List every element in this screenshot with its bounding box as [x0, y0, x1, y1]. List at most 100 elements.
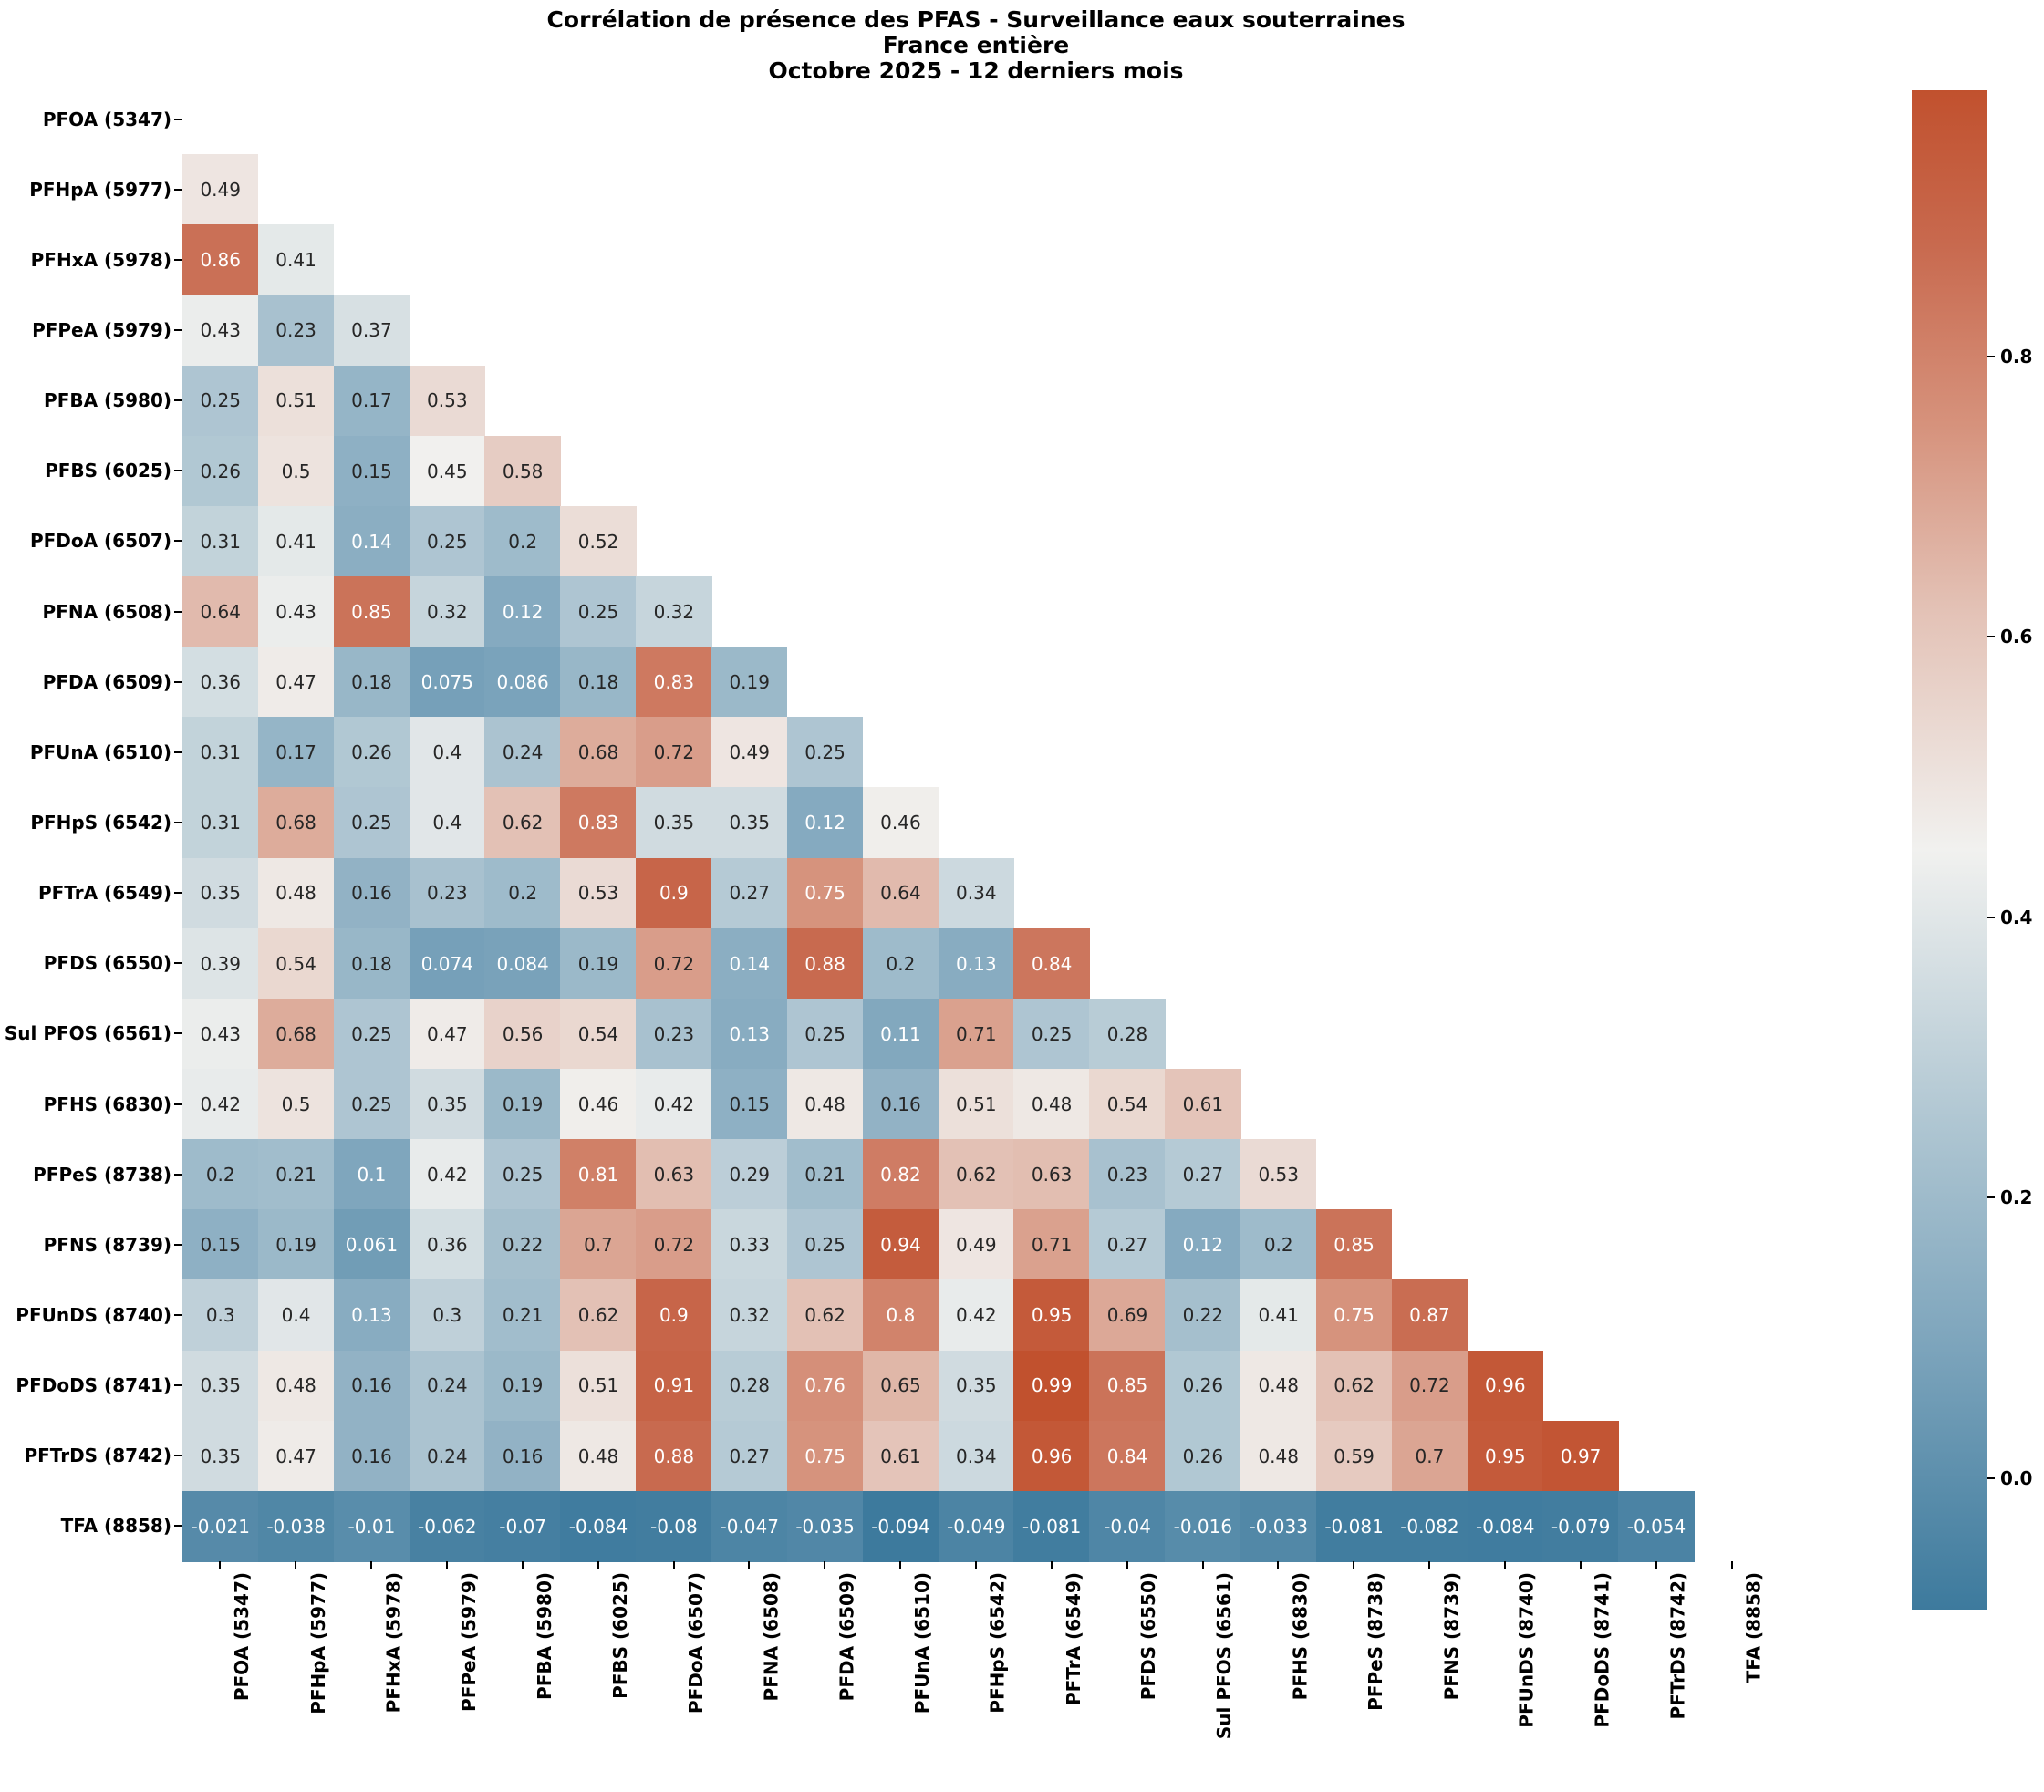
heatmap-cell: 0.25	[1013, 998, 1090, 1070]
heatmap-cell: -0.082	[1391, 1490, 1468, 1562]
heatmap-cell: 0.72	[636, 717, 712, 789]
heatmap-cell: 0.27	[1089, 1209, 1166, 1281]
heatmap-cell: 0.25	[786, 717, 864, 789]
heatmap-cell: 0.14	[333, 505, 410, 577]
title-line-3: Octobre 2025 - 12 derniers mois	[768, 57, 1184, 84]
heatmap-cell: 0.15	[333, 435, 410, 507]
heatmap-cell: 0.25	[560, 576, 637, 647]
x-tick	[597, 1561, 599, 1569]
heatmap-cell: 0.24	[484, 717, 561, 789]
y-tick	[174, 751, 182, 753]
heatmap-cell: 0.69	[1089, 1279, 1166, 1352]
heatmap-cell: 0.84	[1089, 1420, 1166, 1492]
title-line-1: Corrélation de présence des PFAS - Surve…	[546, 6, 1406, 33]
x-tick-label: PFBS (6025)	[608, 1572, 631, 1699]
heatmap-cell: 0.36	[182, 647, 259, 718]
heatmap-cell: 0.87	[1391, 1279, 1468, 1352]
heatmap-cell: 0.7	[1391, 1420, 1468, 1492]
heatmap-cell: 0.35	[182, 1350, 259, 1422]
heatmap-cell: -0.081	[1013, 1490, 1090, 1562]
y-tick-label: PFNA (6508)	[42, 600, 171, 623]
heatmap-cell: 0.33	[711, 1209, 788, 1281]
heatmap-cell: 0.85	[333, 576, 410, 647]
heatmap-cell: 0.84	[1013, 927, 1090, 1000]
heatmap-cell: 0.75	[786, 857, 864, 929]
heatmap-cell: 0.3	[182, 1279, 259, 1352]
heatmap-cell: 0.25	[182, 365, 259, 437]
x-tick-label: PFDS (6550)	[1137, 1572, 1160, 1701]
heatmap-cell: 0.54	[1089, 1069, 1166, 1140]
heatmap-cell: 0.3	[409, 1279, 486, 1352]
heatmap-cell: 0.61	[862, 1420, 939, 1492]
heatmap-cell: 0.15	[182, 1209, 259, 1281]
heatmap-cell: 0.52	[560, 505, 637, 577]
heatmap-cell: 0.13	[938, 927, 1015, 1000]
heatmap-cell: 0.12	[484, 576, 561, 647]
y-tick-label: PFDoDS (8741)	[16, 1374, 171, 1397]
y-tick-label: PFTrDS (8742)	[24, 1445, 171, 1467]
y-tick-label: PFUnDS (8740)	[16, 1304, 171, 1326]
heatmap-cell: 0.48	[1013, 1069, 1090, 1140]
heatmap-cell: 0.19	[257, 1209, 335, 1281]
heatmap-cell: 0.27	[711, 1420, 788, 1492]
y-tick	[174, 1314, 182, 1316]
colorbar-tick	[1987, 1196, 1995, 1199]
y-tick-label: PFDoA (6507)	[29, 530, 171, 553]
heatmap-cell: 0.62	[786, 1279, 864, 1352]
heatmap-cell: 0.15	[711, 1069, 788, 1140]
x-tick-label: PFDoA (6507)	[684, 1572, 707, 1714]
heatmap-cell: 0.95	[1013, 1279, 1090, 1352]
x-tick	[975, 1561, 977, 1569]
y-tick	[174, 258, 182, 261]
heatmap-cell: 0.42	[938, 1279, 1015, 1352]
x-tick	[1050, 1561, 1053, 1569]
heatmap-cell: 0.68	[257, 998, 335, 1070]
heatmap-cell: 0.56	[484, 998, 561, 1070]
heatmap-cell: -0.079	[1542, 1490, 1619, 1562]
heatmap-cell: 0.16	[484, 1420, 561, 1492]
heatmap-cell: 0.13	[333, 1279, 410, 1352]
heatmap-cell: 0.51	[560, 1350, 637, 1422]
heatmap-cell: 0.24	[409, 1420, 486, 1492]
heatmap-cell: 0.32	[636, 576, 712, 647]
heatmap-cell: 0.36	[409, 1209, 486, 1281]
heatmap-cell: 0.086	[484, 647, 561, 718]
y-tick-label: PFBS (6025)	[45, 460, 171, 482]
heatmap-cell: 0.54	[257, 927, 335, 1000]
heatmap-cell: 0.16	[333, 1420, 410, 1492]
heatmap-cell: 0.83	[560, 787, 637, 859]
y-tick	[174, 470, 182, 472]
heatmap-cell: 0.37	[333, 295, 410, 367]
y-tick	[174, 892, 182, 895]
heatmap-cell: 0.23	[257, 295, 335, 367]
heatmap-cell: 0.4	[409, 717, 486, 789]
x-tick	[521, 1561, 524, 1569]
x-tick	[899, 1561, 902, 1569]
heatmap-cell: 0.32	[409, 576, 486, 647]
y-tick-label: PFPeA (5979)	[32, 319, 171, 341]
heatmap-cell: 0.17	[257, 717, 335, 789]
heatmap-cell: 0.83	[636, 647, 712, 718]
x-tick	[1353, 1561, 1355, 1569]
heatmap-cell: 0.8	[862, 1279, 939, 1352]
heatmap-cell: 0.48	[1240, 1420, 1317, 1492]
heatmap-cell: 0.48	[257, 857, 335, 929]
heatmap-cell: 0.65	[862, 1350, 939, 1422]
heatmap-cell: 0.62	[1315, 1350, 1393, 1422]
heatmap-cell: 0.39	[182, 927, 259, 1000]
heatmap-cell: 0.2	[484, 857, 561, 929]
heatmap-cell: 0.41	[257, 224, 335, 296]
x-tick	[370, 1561, 373, 1569]
y-tick	[174, 188, 182, 191]
heatmap-cell: -0.07	[484, 1490, 561, 1562]
heatmap-cell: 0.86	[182, 224, 259, 296]
heatmap-cell: 0.61	[1165, 1069, 1241, 1140]
heatmap-cell: 0.19	[484, 1069, 561, 1140]
heatmap-cell: 0.13	[711, 998, 788, 1070]
heatmap-cell: -0.049	[938, 1490, 1015, 1562]
heatmap-cell: -0.01	[333, 1490, 410, 1562]
heatmap-cell: 0.95	[1467, 1420, 1544, 1492]
x-tick	[1730, 1561, 1733, 1569]
colorbar-tick	[1987, 636, 1995, 638]
heatmap-cell: 0.71	[1013, 1209, 1090, 1281]
